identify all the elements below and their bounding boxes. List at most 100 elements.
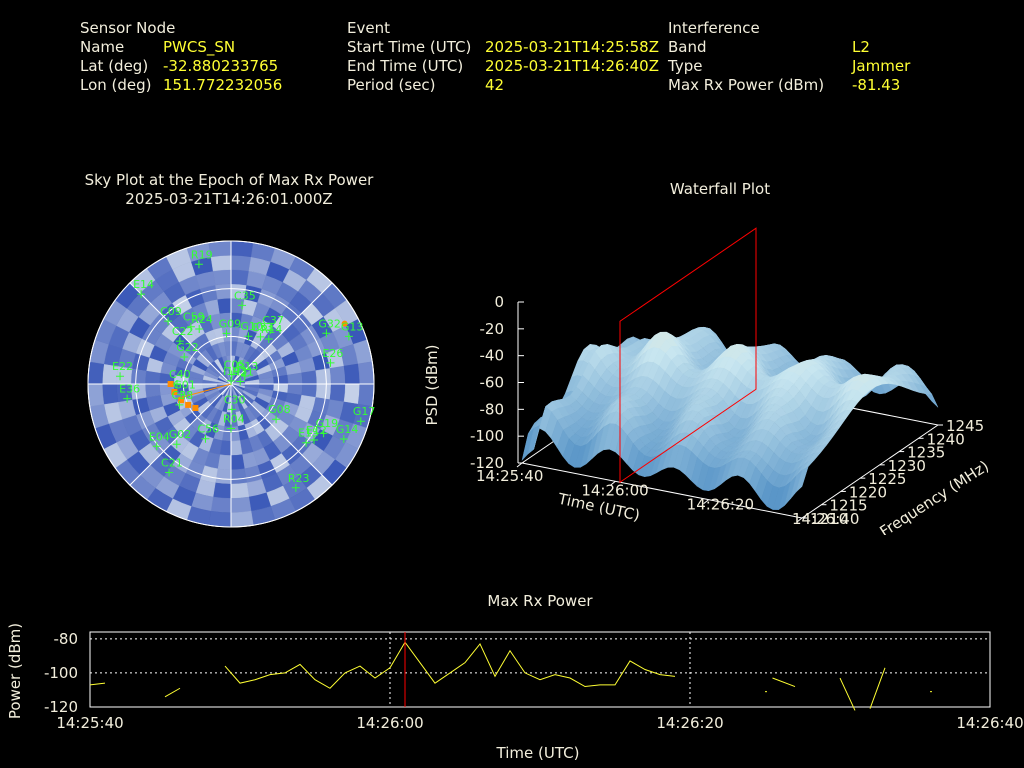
- frequency-tick-label: 1220: [849, 483, 887, 501]
- frequency-tick-label: 1240: [927, 430, 965, 448]
- sky-cell: [230, 510, 254, 528]
- sky-track: [167, 381, 199, 411]
- satellite-label: C38: [171, 389, 193, 402]
- power-time-tick-label: 14:25:40: [56, 714, 123, 732]
- sky-cell: [343, 363, 360, 385]
- satellite-label: C56: [197, 423, 219, 436]
- waterfall-plot: 0 -20 -40 -60 -80 -100 -120 PSD (dBm) 14:25:40 14…: [423, 227, 992, 535]
- satellite-label: E26: [322, 347, 343, 360]
- satellite-label: G19: [316, 417, 339, 430]
- sky-plot-title: Sky Plot at the Epoch of Max Rx Power: [84, 171, 374, 189]
- satellite-marker: [227, 376, 236, 385]
- satellite-marker: [236, 377, 245, 386]
- satellite-label: E15: [298, 427, 319, 440]
- sky-cell: [329, 365, 346, 385]
- satellite-marker: [222, 329, 231, 338]
- time-tick-label: 14:26:20: [687, 496, 754, 514]
- satellite-marker: [137, 290, 146, 299]
- frequency-tick-label: 1225: [868, 470, 906, 488]
- psd-tick-label: 0: [494, 293, 504, 311]
- sky-cell: [357, 383, 375, 407]
- interference-type-value: Jammer: [852, 57, 911, 75]
- sky-cell: [210, 496, 232, 513]
- frequency-axis-line: [801, 424, 939, 519]
- satellite-marker: [326, 358, 335, 367]
- event-start-value: 2025-03-21T14:25:58Z: [485, 38, 659, 56]
- satellite-marker: [309, 435, 318, 444]
- sensor-name-label: Name: [80, 38, 125, 56]
- time-tick: [516, 462, 523, 468]
- event-end-label: End Time (UTC): [347, 57, 464, 75]
- event-period-value: 42: [485, 76, 505, 94]
- epoch-marker-plane: [619, 227, 757, 484]
- frequency-tick-label: 1245: [946, 417, 984, 435]
- sky-cell: [329, 383, 346, 403]
- satellite-marker: [175, 400, 184, 409]
- sensor-lon-label: Lon (deg): [80, 76, 152, 94]
- satellite-marker: [272, 415, 281, 424]
- satellite-label: G14: [336, 423, 359, 436]
- satellite-label: E12: [306, 424, 327, 437]
- satellite-marker: [240, 372, 249, 381]
- power-x-axis-label: Time (UTC): [496, 744, 580, 762]
- psd-tick-label: -40: [480, 347, 505, 365]
- power-trace: [89, 682, 106, 686]
- satellite-label: R14: [261, 323, 283, 336]
- sky-cell: [301, 370, 318, 385]
- sky-plot-epoch: 2025-03-21T14:26:01.000Z: [125, 190, 333, 208]
- sensor-lon-value: 151.772232056: [163, 76, 283, 94]
- surface-cell: [795, 466, 809, 493]
- time-tick: [610, 480, 616, 486]
- satellite-label: G02: [169, 428, 192, 441]
- sky-cell: [87, 361, 105, 385]
- satellite-label: E22: [112, 360, 133, 373]
- satellite-marker: [172, 440, 181, 449]
- time-tick: [796, 517, 803, 523]
- satellite-label: E36: [119, 383, 140, 396]
- event-period-label: Period (sec): [347, 76, 436, 94]
- satellite-label: C35: [234, 289, 256, 302]
- sky-cell: [230, 454, 245, 471]
- power-trace: [772, 677, 796, 688]
- satellite-label: C09: [160, 305, 182, 318]
- sky-cell: [230, 240, 254, 258]
- satellite-label: E33: [252, 321, 273, 334]
- satellite-label: G17: [353, 405, 376, 418]
- satellite-label: C22: [172, 325, 194, 338]
- satellite-marker: [123, 394, 132, 403]
- satellite-marker: [256, 332, 265, 341]
- time-tick-label: 14:26:00: [581, 481, 648, 499]
- satellite-marker: [344, 332, 353, 341]
- satellite-marker: [244, 332, 253, 341]
- sky-cell: [215, 468, 232, 485]
- power-time-tick-label: 14:26:00: [356, 714, 423, 732]
- satellite-label: G13: [341, 320, 364, 333]
- power-trace: [839, 677, 856, 711]
- sky-cell: [230, 255, 252, 272]
- interference-power-label: Max Rx Power (dBm): [668, 76, 825, 94]
- satellite-marker: [356, 417, 365, 426]
- satellite-marker: [172, 380, 181, 388]
- event-heading: Event: [347, 19, 390, 37]
- frequency-tick-label: 1235: [907, 444, 945, 462]
- satellite-marker: [186, 322, 195, 331]
- interference-bearing: [178, 383, 232, 399]
- power-time-tick-label: 14:26:40: [956, 714, 1023, 732]
- satellite-marker: [164, 317, 173, 326]
- satellite-label: G10: [240, 320, 263, 333]
- track-point: [185, 401, 192, 408]
- satellite-marker: [165, 468, 174, 477]
- track-point: [167, 381, 174, 387]
- power-trace: [224, 641, 676, 689]
- frequency-tick-label: 1215: [829, 497, 867, 515]
- satellite-marker: [201, 434, 210, 443]
- sky-cell: [217, 297, 232, 314]
- power-tick-label: -100: [44, 664, 78, 682]
- sky-cell: [215, 283, 232, 300]
- interference-heading: Interference: [668, 19, 760, 37]
- satellite-marker: [177, 390, 186, 399]
- satellite-marker: [175, 337, 184, 346]
- satellite-marker: [322, 329, 331, 338]
